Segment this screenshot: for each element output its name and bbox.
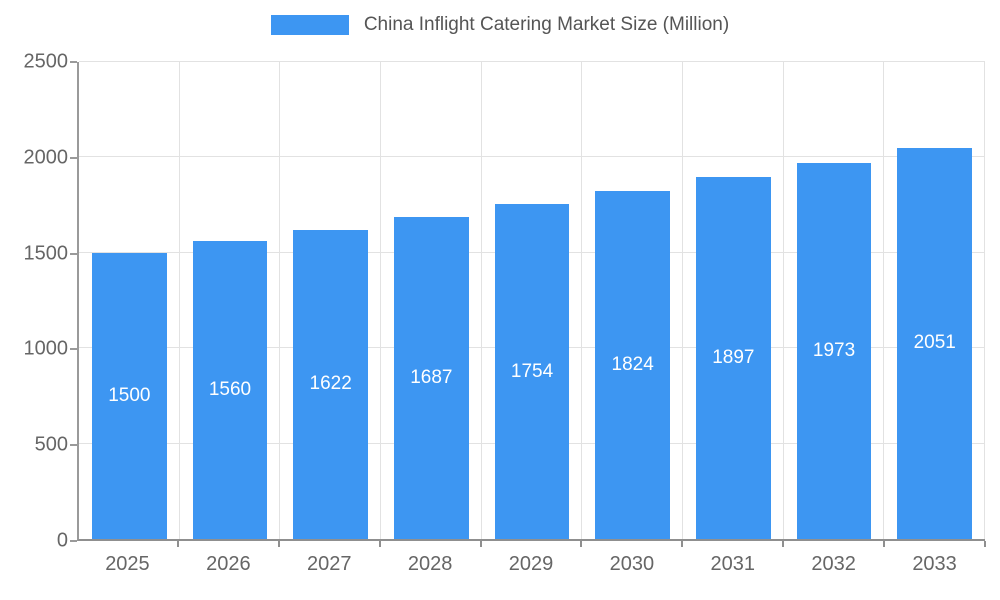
bar: 1824 xyxy=(595,190,670,539)
y-tick-mark xyxy=(70,540,77,542)
bar-slot: 1754 xyxy=(482,62,583,539)
bar-slot: 1560 xyxy=(180,62,281,539)
x-tick-mark xyxy=(580,541,583,547)
y-tick-mark xyxy=(70,444,77,447)
bar: 1560 xyxy=(192,241,268,539)
bar-slot: 1622 xyxy=(280,62,381,539)
x-tick-label: 2026 xyxy=(206,553,251,575)
x-tick-label: 2031 xyxy=(710,553,756,575)
gridline-v xyxy=(480,62,482,539)
y-tick-mark xyxy=(70,61,77,63)
gridline-h xyxy=(79,61,985,62)
x-tick-label: 2028 xyxy=(407,553,453,575)
bar: 1973 xyxy=(796,162,872,539)
plot-area: 1500 1560 1622 1687 1754 1824 1897 1973 2051 xyxy=(77,61,985,541)
gridline-v xyxy=(379,62,381,539)
gridline-v xyxy=(883,62,885,539)
x-tick-label: 2029 xyxy=(508,553,554,575)
x-tick-mark xyxy=(277,541,280,547)
bar-value-label: 1973 xyxy=(812,339,856,361)
x-tick-mark xyxy=(782,541,785,547)
gridline-v xyxy=(681,62,683,539)
bar: 1622 xyxy=(293,229,368,539)
bar: 1897 xyxy=(696,177,771,539)
bar-value-label: 1687 xyxy=(410,367,453,389)
bar: 1500 xyxy=(92,252,167,539)
bar: 1754 xyxy=(494,204,570,539)
y-tick-label: 1000 xyxy=(23,337,69,360)
legend-swatch xyxy=(270,15,349,35)
y-tick-label: 1500 xyxy=(23,242,69,265)
bar: 1687 xyxy=(394,217,469,539)
x-tick-label: 2033 xyxy=(912,553,957,575)
legend-label: China Inflight Catering Market Size (Mil… xyxy=(363,14,730,35)
bar-slot: 1897 xyxy=(683,62,784,539)
bar-value-label: 1754 xyxy=(510,360,554,382)
bar-value-label: 1500 xyxy=(108,384,151,406)
x-tick-label: 2025 xyxy=(105,553,150,575)
y-tick-label: 500 xyxy=(34,433,68,456)
x-tick-label: 2027 xyxy=(306,553,352,575)
x-tick-mark xyxy=(883,541,886,547)
bar-slot: 2051 xyxy=(884,62,985,539)
y-tick-label: 2000 xyxy=(23,146,69,169)
bar: 2051 xyxy=(897,147,972,539)
x-tick-mark xyxy=(479,541,482,547)
gridline-v xyxy=(581,62,583,539)
bar-value-label: 1560 xyxy=(208,379,252,401)
gridline-v xyxy=(178,62,180,539)
y-tick-label: 0 xyxy=(56,529,68,552)
x-tick-label: 2030 xyxy=(609,553,655,575)
y-tick-mark xyxy=(70,156,77,159)
bar-value-label: 1897 xyxy=(712,347,755,369)
gridline-v xyxy=(782,62,784,539)
bar-value-label: 1824 xyxy=(611,354,654,375)
legend[interactable]: China Inflight Catering Market Size (Mil… xyxy=(0,13,1000,37)
x-tick-mark xyxy=(176,541,179,547)
bars-layer: 1500 1560 1622 1687 1754 1824 1897 1973 2051 xyxy=(79,62,985,539)
x-axis-labels: 2025 2026 2027 2028 2029 2030 2031 2032 2033 xyxy=(77,553,985,576)
bar-slot: 1973 xyxy=(784,62,885,539)
gridline-h xyxy=(79,156,985,158)
bar-slot: 1500 xyxy=(79,62,180,539)
y-tick-mark xyxy=(70,252,77,255)
bar-slot: 1824 xyxy=(582,62,683,539)
gridline-v xyxy=(984,62,985,539)
x-tick-mark xyxy=(681,541,684,547)
bar-value-label: 2051 xyxy=(913,332,956,354)
bar-slot: 1687 xyxy=(381,62,482,539)
x-tick-mark xyxy=(378,541,381,547)
y-tick-mark xyxy=(70,348,77,351)
bar-value-label: 1622 xyxy=(309,373,352,395)
x-tick-label: 2032 xyxy=(811,553,856,575)
x-tick-mark xyxy=(984,541,986,547)
y-axis-labels: 0 500 1000 1500 2000 2500 xyxy=(0,51,69,552)
y-tick-label: 2500 xyxy=(23,50,69,73)
gridline-v xyxy=(279,62,281,539)
